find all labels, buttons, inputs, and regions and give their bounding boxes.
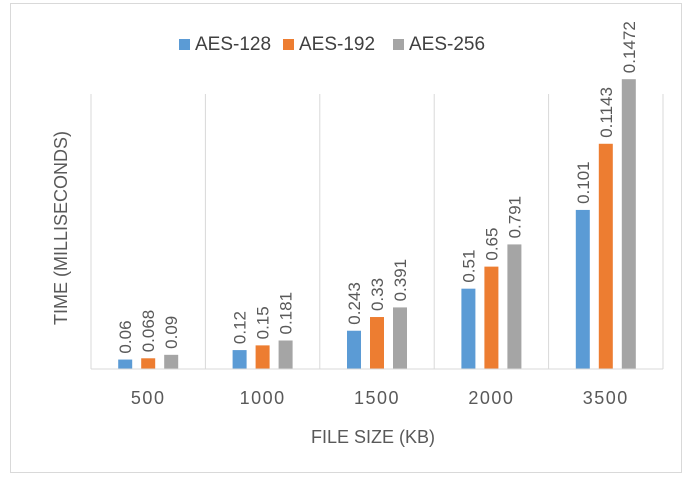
data-labels: 0.06 0.068 0.09 0.12 0.15 0.181 0.243 0.33 0.391… — [116, 21, 639, 353]
data-label-aes-256-2000: 0.791 — [505, 196, 524, 239]
x-tick-label: 1500 — [354, 388, 400, 408]
x-tick-labels: 500 1000 1500 2000 3500 — [131, 388, 629, 408]
bar-aes-256-3500 — [622, 79, 636, 369]
x-tick-label: 2000 — [468, 388, 514, 408]
data-label-aes-128-2000: 0.51 — [459, 250, 478, 283]
bar-aes-192-3500 — [599, 144, 613, 369]
x-axis-title: FILE SIZE (KB) — [311, 427, 435, 447]
bar-aes-192-2000 — [484, 267, 498, 369]
legend-label-aes-192: AES-192 — [299, 34, 375, 55]
bar-aes-128-3500 — [576, 210, 590, 369]
data-label-aes-256-1000: 0.181 — [277, 292, 296, 335]
legend-label-aes-256: AES-256 — [409, 34, 485, 55]
bar-aes-256-500 — [164, 355, 178, 369]
bar-aes-256-2000 — [507, 244, 521, 369]
legend: AES-128 AES-192 AES-256 — [179, 34, 485, 55]
bar-aes-256-1500 — [393, 307, 407, 369]
y-axis-title: TIME (MILLISECONDS) — [51, 131, 71, 325]
bars — [118, 79, 636, 369]
data-label-aes-192-1000: 0.15 — [254, 306, 273, 339]
bar-aes-256-1000 — [279, 340, 293, 369]
bar-aes-192-1500 — [370, 317, 384, 369]
bar-chart: AES-128 AES-192 AES-256 0.06 0.068 0.09 0.12 0… — [11, 4, 683, 474]
data-label-aes-128-1000: 0.12 — [231, 311, 250, 344]
data-label-aes-192-2000: 0.65 — [482, 228, 501, 261]
legend-swatch-aes-192 — [283, 39, 294, 50]
bar-aes-128-1000 — [233, 350, 247, 369]
data-label-aes-256-500: 0.09 — [162, 316, 181, 349]
x-tick-label: 500 — [131, 388, 166, 408]
data-label-aes-192-500: 0.068 — [139, 310, 158, 353]
data-label-aes-128-1500: 0.243 — [345, 282, 364, 325]
chart-frame: AES-128 AES-192 AES-256 0.06 0.068 0.09 0.12 0… — [10, 3, 682, 473]
bar-aes-128-1500 — [347, 331, 361, 369]
legend-label-aes-128: AES-128 — [195, 34, 271, 55]
legend-swatch-aes-256 — [393, 39, 404, 50]
data-label-aes-128-500: 0.06 — [116, 320, 135, 353]
x-tick-label: 3500 — [583, 388, 629, 408]
data-label-aes-192-3500: 0.1143 — [597, 87, 616, 138]
data-label-aes-256-1500: 0.391 — [391, 259, 410, 302]
data-label-aes-192-1500: 0.33 — [368, 278, 387, 311]
bar-aes-192-1000 — [256, 345, 270, 369]
bar-aes-128-500 — [118, 360, 132, 369]
bar-aes-192-500 — [141, 358, 155, 369]
bar-aes-128-2000 — [461, 289, 475, 369]
data-label-aes-128-3500: 0.101 — [574, 161, 593, 204]
data-label-aes-256-3500: 0.1472 — [620, 21, 639, 73]
x-tick-label: 1000 — [240, 388, 286, 408]
legend-swatch-aes-128 — [179, 39, 190, 50]
